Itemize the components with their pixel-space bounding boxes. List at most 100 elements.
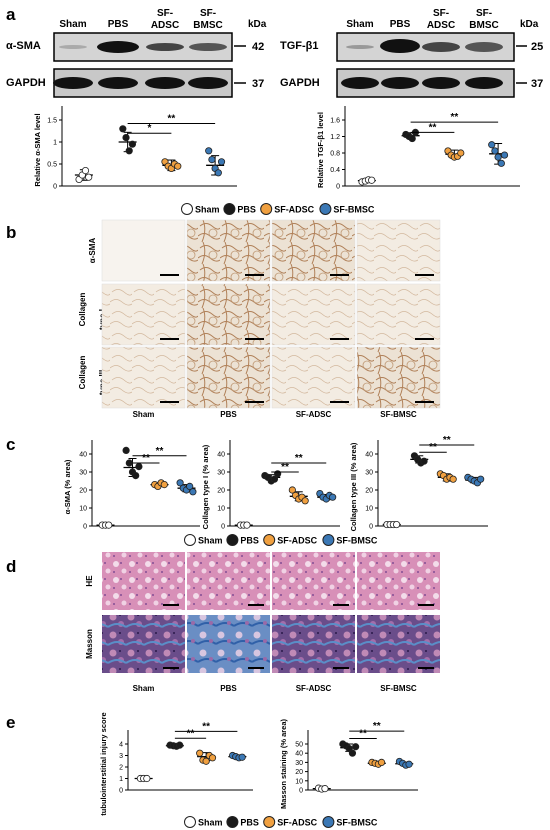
y-tick-label: 30	[365, 470, 373, 477]
data-point	[122, 134, 130, 142]
y-tick-label: 30	[217, 470, 225, 477]
y-tick-label: 0	[221, 524, 225, 531]
significance-label: **	[156, 446, 164, 457]
data-point	[160, 480, 168, 489]
y-tick-label: 10	[79, 506, 87, 513]
y-axis-label: Relative TGF-β1 level	[316, 112, 325, 188]
y-tick-label: 20	[365, 488, 373, 495]
band	[341, 77, 379, 89]
data-point	[85, 173, 93, 181]
blot-left-col-bmsc-2: BMSC	[193, 20, 222, 31]
data-point	[217, 158, 226, 166]
y-tick-label: 1	[53, 140, 57, 147]
legend-marker-sf-adsc	[263, 534, 276, 546]
y-tick-label: 20	[79, 488, 87, 495]
blot-right-col-adsc-1: SF-	[433, 8, 449, 19]
series-sf-bmsc	[176, 479, 197, 496]
histology-col-label: PBS	[220, 684, 237, 693]
data-point	[368, 176, 376, 184]
legend-marker-pbs	[223, 203, 236, 215]
data-point	[132, 471, 140, 480]
series-pbs	[261, 470, 282, 485]
histology-micrograph	[357, 615, 440, 673]
blot-right-col-sham: Sham	[346, 19, 373, 30]
histology-micrograph	[102, 615, 185, 673]
y-tick-label: 10	[365, 506, 373, 513]
series-sf-adsc	[436, 470, 457, 483]
series-pbs	[122, 446, 143, 480]
series-sham	[382, 520, 401, 529]
y-tick-label: 0	[299, 788, 303, 795]
band	[98, 77, 138, 89]
data-point	[500, 151, 509, 159]
y-tick-label: 10	[295, 778, 303, 785]
data-point	[420, 457, 428, 465]
band	[422, 42, 460, 52]
legend-a: Sham PBS SF-ADSC SF-BMSC	[181, 203, 375, 215]
chart-c-1: 0 10 20 30 40 α-SMA (% area) ** **	[63, 440, 200, 531]
blot-left-loading-label: GAPDH	[6, 77, 46, 89]
series-sf-bmsc	[488, 141, 509, 167]
panel-label-d: d	[6, 557, 16, 576]
data-point	[497, 159, 505, 167]
y-tick-label: 1.5	[47, 118, 57, 125]
band	[188, 77, 228, 89]
legend-label-sham: Sham	[198, 818, 223, 828]
significance-label: **	[443, 435, 451, 446]
series-sham	[134, 774, 153, 783]
series-sham	[357, 176, 376, 186]
histology-col-label: SF-ADSC	[296, 684, 332, 693]
data-point	[202, 757, 210, 765]
panel-label-e: e	[6, 713, 15, 732]
series-pbs	[118, 125, 137, 155]
data-point	[174, 162, 182, 170]
data-point	[405, 760, 413, 768]
ihc-row-label: α-SMA	[88, 238, 97, 264]
data-point	[488, 141, 496, 149]
series-sham	[96, 521, 115, 529]
legend-marker-sham	[184, 534, 196, 546]
legend-label-sham: Sham	[195, 205, 220, 215]
y-tick-label: 1	[119, 776, 123, 783]
data-point	[122, 446, 130, 454]
y-axis-label: Masson staining (% area)	[279, 718, 288, 809]
chart-e-2: 0 10 20 30 40 50 Masson staining (% area) ** **	[279, 718, 418, 809]
chart-e-1: 0 1 2 3 4 tubulointerstitial injury score ** **	[99, 712, 253, 816]
significance-label: **	[429, 122, 437, 133]
y-axis-label: Collagen type I (% area)	[201, 444, 210, 529]
series-sf-adsc	[150, 479, 169, 490]
legend-marker-sf-bmsc	[322, 816, 335, 828]
band	[53, 77, 93, 89]
legend-label-pbs: PBS	[240, 818, 259, 828]
band	[59, 45, 87, 49]
series-sham	[234, 521, 253, 529]
chart-c-3: 0 10 20 30 40 Collagen type III (% area) ** **	[349, 435, 488, 531]
data-point	[301, 497, 309, 505]
legend-label-sf-bmsc: SF-BMSC	[333, 205, 374, 215]
significance-label: **	[187, 728, 195, 739]
legend-label-sf-adsc: SF-ADSC	[277, 536, 317, 546]
blot-right-col-adsc-2: ADSC	[427, 20, 455, 31]
histology-micrograph	[272, 615, 355, 673]
panel-label-c: c	[6, 435, 15, 454]
series-sham	[74, 167, 93, 183]
western-blot-left: Sham PBS SF- ADSC SF- BMSC kDa α-SMA 42 …	[6, 8, 267, 98]
histology-col-label: Sham	[133, 684, 155, 693]
histology-micrograph	[187, 552, 270, 610]
data-point	[81, 167, 90, 175]
blot-right-kda: kDa	[520, 19, 539, 30]
series-sf-bmsc	[228, 751, 247, 762]
band	[422, 77, 460, 89]
series-sf-adsc	[196, 749, 217, 765]
histology-row-label: Masson	[85, 629, 94, 659]
legend-marker-sham	[184, 816, 196, 828]
y-tick-label: 1.6	[330, 118, 340, 125]
y-axis-label: tubulointerstitial injury score	[99, 712, 108, 815]
data-point	[494, 153, 502, 161]
data-point	[457, 149, 465, 157]
ihc-micrograph	[101, 346, 186, 409]
blot-left-col-sham: Sham	[59, 19, 86, 30]
data-point	[125, 459, 133, 467]
ihc-micrograph	[271, 219, 356, 282]
